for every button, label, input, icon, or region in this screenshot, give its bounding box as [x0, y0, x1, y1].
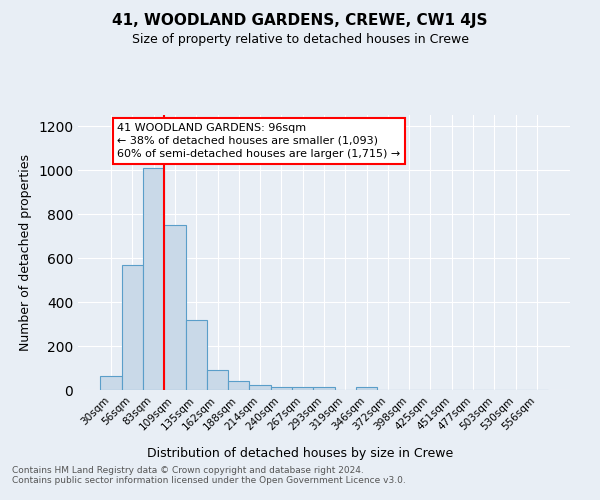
- Bar: [122, 264, 143, 390]
- Bar: [100, 376, 122, 390]
- Bar: [143, 168, 164, 390]
- Bar: [250, 384, 271, 390]
- Bar: [313, 388, 335, 390]
- Text: Size of property relative to detached houses in Crewe: Size of property relative to detached ho…: [131, 32, 469, 46]
- Text: Contains HM Land Registry data © Crown copyright and database right 2024.
Contai: Contains HM Land Registry data © Crown c…: [12, 466, 406, 485]
- Text: 41 WOODLAND GARDENS: 96sqm
← 38% of detached houses are smaller (1,093)
60% of s: 41 WOODLAND GARDENS: 96sqm ← 38% of deta…: [118, 122, 401, 159]
- Text: 41, WOODLAND GARDENS, CREWE, CW1 4JS: 41, WOODLAND GARDENS, CREWE, CW1 4JS: [112, 12, 488, 28]
- Bar: [292, 388, 313, 390]
- Bar: [164, 225, 185, 390]
- Y-axis label: Number of detached properties: Number of detached properties: [19, 154, 32, 351]
- Bar: [228, 380, 250, 390]
- Bar: [207, 370, 228, 390]
- Bar: [356, 388, 377, 390]
- Bar: [271, 388, 292, 390]
- Text: Distribution of detached houses by size in Crewe: Distribution of detached houses by size …: [147, 448, 453, 460]
- Bar: [185, 320, 207, 390]
